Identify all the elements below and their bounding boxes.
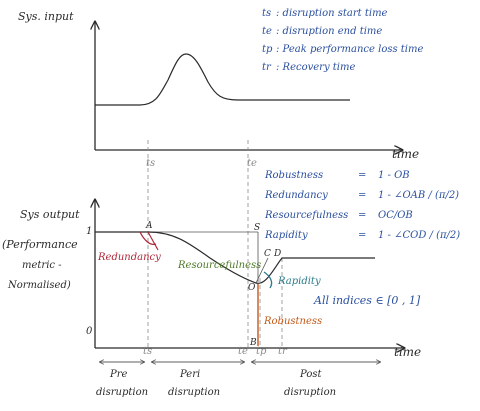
formula-name: Redundancy <box>264 190 328 201</box>
formula-expr: 1 - OB <box>378 170 410 181</box>
phase-line-2: disruption <box>96 387 148 398</box>
formula-redundancy: Redundancy = 1 - ∠OAB / (π/2) <box>264 190 459 201</box>
redundancy-tangent <box>147 231 159 251</box>
formula-name: Resourcefulness <box>264 210 348 221</box>
definition-symbol: ts <box>262 8 271 19</box>
phase-line-1: Pre <box>109 369 128 380</box>
phase-peri: Peri disruption <box>168 369 220 398</box>
point-s: S <box>254 223 260 233</box>
formula-eq: = <box>358 190 366 201</box>
y-axis-note-line-2: metric - <box>22 260 62 271</box>
top-panel: Sys. input time ts te <box>18 10 419 169</box>
legend-definitions: ts : disruption start time te : disrupti… <box>262 8 423 73</box>
definition-tr: tr : Recovery time <box>262 62 355 73</box>
definition-symbol: te <box>262 26 272 37</box>
bottom-panel: Sys output (Performance metric - Normali… <box>2 140 421 398</box>
formulas: Robustness = 1 - OB Redundancy = 1 - ∠OA… <box>264 170 460 241</box>
bottom-tick-tr: tr <box>278 346 288 357</box>
top-x-axis-label: time <box>392 147 419 161</box>
label-robustness: Robustness <box>263 316 322 327</box>
rapidity-arc <box>263 271 273 289</box>
formula-resourcefulness: Resourcefulness = OC/OB <box>264 210 413 221</box>
definition-te: te : disruption end time <box>262 26 382 37</box>
formula-expr: OC/OB <box>378 210 413 221</box>
indices-range-note: All indices ∈ [0 , 1] <box>313 294 421 307</box>
point-c: C <box>264 249 271 259</box>
formula-expr: 1 - ∠OAB / (π/2) <box>378 190 459 201</box>
phase-line-1: Post <box>299 369 322 380</box>
phase-line-2: disruption <box>284 387 336 398</box>
formula-expr: 1 - ∠COD / (π/2) <box>378 230 460 241</box>
y-axis-note-line-1: (Performance <box>2 238 78 251</box>
y-axis-note-line-3: Normalised) <box>7 280 71 291</box>
definition-tp: tp : Peak performance loss time <box>262 44 423 55</box>
formula-rapidity: Rapidity = 1 - ∠COD / (π/2) <box>264 230 460 241</box>
phase-post: Post disruption <box>284 369 336 398</box>
definition-text: : Recovery time <box>276 62 355 73</box>
bottom-y-axis-label: Sys output <box>20 208 80 221</box>
bottom-tick-tp: tp <box>256 346 267 357</box>
definition-symbol: tp <box>262 44 273 55</box>
point-a: A <box>145 221 153 231</box>
top-tick-te: te <box>247 158 257 169</box>
input-signal-curve <box>95 53 350 106</box>
phase-line-1: Peri <box>179 369 200 380</box>
definition-text: : disruption start time <box>276 8 388 19</box>
label-redundancy: Redundancy <box>97 252 161 263</box>
formula-eq: = <box>358 170 366 181</box>
y-tick-zero: 0 <box>86 326 93 337</box>
formula-robustness: Robustness = 1 - OB <box>264 170 410 181</box>
top-y-axis-label: Sys. input <box>18 10 74 23</box>
performance-curve <box>95 231 375 284</box>
label-resourcefulness: Resourcefulness <box>177 260 261 271</box>
phase-pre: Pre disruption <box>96 369 148 398</box>
definition-text: : disruption end time <box>276 26 382 37</box>
o-to-c-line <box>255 257 269 284</box>
formula-name: Robustness <box>264 170 323 181</box>
top-tick-ts: ts <box>146 158 155 169</box>
point-d: D <box>273 249 281 259</box>
formula-name: Rapidity <box>264 230 308 241</box>
phase-line-2: disruption <box>168 387 220 398</box>
label-rapidity: Rapidity <box>277 276 321 287</box>
definition-text: : Peak performance loss time <box>276 44 423 55</box>
bottom-x-axis-label: time <box>394 345 421 359</box>
y-tick-one: 1 <box>86 226 92 237</box>
definition-symbol: tr <box>262 62 272 73</box>
definition-ts: ts : disruption start time <box>262 8 388 19</box>
formula-eq: = <box>358 230 366 241</box>
bottom-tick-te: te <box>238 346 248 357</box>
formula-eq: = <box>358 210 366 221</box>
point-o: O <box>248 283 256 293</box>
point-b: B <box>249 338 257 348</box>
bottom-tick-ts: ts <box>143 346 152 357</box>
